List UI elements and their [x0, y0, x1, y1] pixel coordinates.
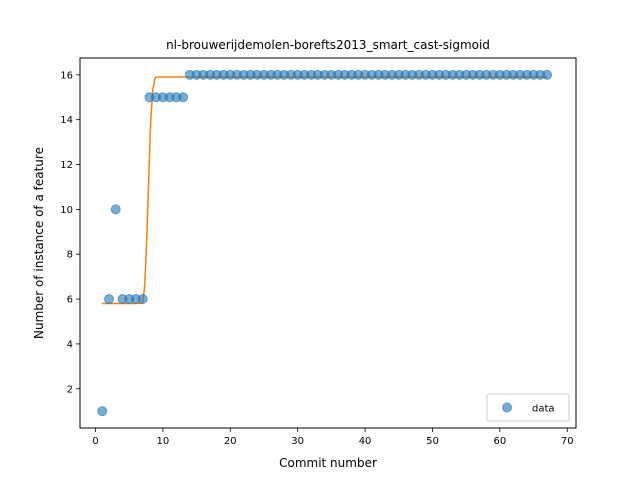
y-tick-label: 8: [67, 250, 73, 261]
chart-title: nl-brouwerijdemolen-borefts2013_smart_ca…: [166, 38, 490, 52]
x-tick-label: 30: [291, 436, 304, 447]
marks: [97, 69, 553, 417]
plot-area: [80, 58, 576, 428]
data-point: [542, 69, 553, 80]
x-tick-label: 10: [157, 436, 170, 447]
data-point: [103, 294, 114, 305]
y-tick-label: 6: [67, 295, 73, 306]
plot-frame: [79, 57, 577, 429]
legend-label: data: [532, 404, 555, 415]
data-point: [178, 92, 189, 103]
x-tick-label: 40: [359, 436, 372, 447]
y-axis-label: Number of instance of a feature: [32, 147, 46, 339]
x-tick-label: 0: [92, 436, 98, 447]
x-tick-label: 60: [493, 436, 506, 447]
y-tick-label: 10: [60, 205, 73, 216]
x-axis-label: Commit number: [279, 456, 377, 470]
x-tick-label: 70: [561, 436, 574, 447]
y-tick-label: 14: [60, 115, 73, 126]
x-tick-label: 20: [224, 436, 237, 447]
data-point: [97, 406, 108, 417]
legend-box: [486, 393, 570, 422]
y-tick-label: 16: [60, 70, 73, 81]
y-tick-label: 12: [60, 160, 73, 171]
data-point: [137, 294, 148, 305]
legend-marker: [502, 402, 512, 413]
y-tick-label: 2: [67, 384, 73, 395]
x-tick-label: 50: [426, 436, 439, 447]
ticks: 0 10 20 30 40 50 60 70 2 4 6 8 10 12 14 16: [60, 70, 573, 447]
y-tick-label: 4: [67, 339, 73, 350]
legend: data: [486, 393, 570, 422]
data-point: [110, 204, 121, 215]
